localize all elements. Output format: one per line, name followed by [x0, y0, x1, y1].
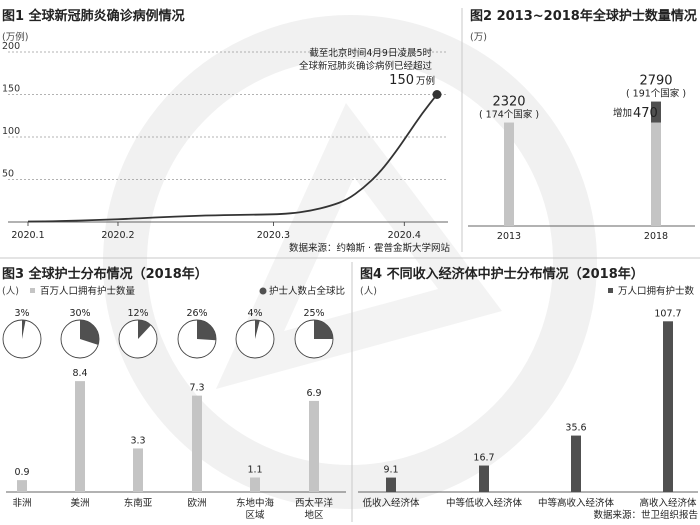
fig3-category-label: 东南亚 — [124, 497, 153, 509]
fig1-title: 图1 全球新冠肺炎确诊病例情况 — [2, 8, 185, 24]
fig1-xtick-label: 2020.4 — [388, 230, 421, 241]
fig4-bar — [571, 435, 581, 492]
fig3-bar-value: 6.9 — [306, 388, 321, 399]
fig3-bar-value: 1.1 — [247, 464, 262, 475]
fig3-category-label: 区域 — [245, 509, 265, 521]
watermark-logo — [103, 15, 597, 509]
fig4-bar-value: 107.7 — [654, 308, 681, 319]
fig3-bar — [309, 400, 319, 492]
fig3-category-label: 非洲 — [12, 497, 31, 509]
fig3-pie-label: 4% — [247, 308, 262, 319]
fig3-pie-label: 25% — [303, 308, 324, 319]
fig4-chart: 图4 不同收入经济体中护士分布情况（2018年） (人) 万人口拥有护士数 9.… — [358, 266, 698, 521]
fig3-pie-slice — [197, 320, 217, 341]
fig2-bar-2018-base — [651, 122, 661, 226]
fig1-endpoint-marker — [432, 90, 442, 99]
fig4-category-label: 低收入经济体 — [362, 497, 420, 509]
fig4-category-label: 中等低收入经济体 — [446, 497, 523, 509]
fig3-pie-label: 12% — [127, 308, 148, 319]
fig4-category-label: 中等高收入经济体 — [538, 497, 615, 509]
fig3-pie-slice — [22, 320, 26, 339]
fig1-annotation-line1: 截至北京时间4月9日凌晨5时 — [309, 47, 432, 59]
fig2-xtick-2013: 2013 — [497, 231, 521, 242]
fig3-legend-bar-label: 百万人口拥有护士数量 — [40, 285, 136, 297]
fig1-annotation-line2: 全球新冠肺炎确诊病例已经超过 — [299, 60, 433, 72]
fig2-value-2013: 2320 — [492, 95, 525, 110]
fig1-ytick-label: 50 — [2, 169, 14, 180]
fig3-bar — [75, 381, 85, 492]
fig3-category-label: 东地中海 — [236, 497, 275, 509]
fig4-bar-value: 9.1 — [383, 465, 398, 476]
fig4-bar-value: 35.6 — [565, 423, 586, 434]
fig1-chart: 图1 全球新冠肺炎确诊病例情况 (万例) 50 100 150 200 2020.1 2… — [2, 8, 450, 254]
fig3-bar — [192, 395, 202, 492]
fig4-bar-value: 16.7 — [473, 453, 494, 464]
fig3-title: 图3 全球护士分布情况（2018年） — [2, 266, 208, 282]
fig1-annotation-unit: 万例 — [416, 75, 435, 87]
fig1-annotation-value: 150 — [389, 73, 414, 88]
fig3-bar — [133, 448, 143, 492]
fig3-legend-bar-swatch — [30, 288, 35, 293]
fig4-source: 数据来源：世卫组织报告 — [593, 509, 698, 521]
fig4-bar — [386, 477, 396, 492]
fig3-legend-pie-label: 护士人数占全球比 — [269, 285, 345, 297]
fig2-note-2018: ( 191个国家 ) — [626, 88, 686, 100]
fig1-xtick-label: 2020.2 — [101, 230, 134, 241]
fig1-ytick-label: 150 — [2, 84, 20, 95]
fig1-ytick-label: 100 — [2, 126, 20, 137]
fig2-chart: 图2 2013~2018年全球护士数量情况 (万) 2320 ( 174个国家 … — [468, 8, 697, 242]
fig4-bar — [479, 465, 489, 492]
fig3-legend-pie-swatch — [259, 287, 267, 295]
fig3-pie-slice — [255, 320, 260, 339]
fig4-unit: (人) — [360, 286, 377, 297]
fig4-title: 图4 不同收入经济体中护士分布情况（2018年） — [360, 266, 644, 282]
fig1-unit: (万例) — [2, 31, 28, 43]
fig4-category-label: 高收入经济体 — [639, 497, 697, 509]
fig3-category-label: 地区 — [304, 509, 324, 521]
fig2-increase-label: 增加 — [613, 107, 632, 119]
fig3-bar-value: 8.4 — [72, 368, 87, 379]
fig2-increase-value: 470 — [633, 106, 658, 121]
fig1-ytick-label: 200 — [2, 41, 20, 52]
fig3-bar — [250, 477, 260, 492]
fig3-bar-value: 0.9 — [14, 467, 29, 478]
fig4-legend-label: 万人口拥有护士数 — [618, 285, 695, 297]
fig1-series-line — [27, 93, 438, 223]
fig3-category-label: 美洲 — [70, 497, 89, 509]
fig1-source: 数据来源：约翰斯 · 霍普金斯大学网站 — [289, 242, 451, 254]
fig3-chart: 图3 全球护士分布情况（2018年） (人) 百万人口拥有护士数量 护士人数占全… — [2, 266, 346, 521]
fig1-xtick-label: 2020.1 — [11, 230, 44, 241]
fig2-value-2018: 2790 — [639, 74, 672, 89]
fig2-bar-2018-increase — [651, 101, 661, 123]
fig3-bar — [17, 480, 27, 492]
fig2-unit: (万) — [470, 32, 487, 43]
fig3-pie-label: 3% — [14, 308, 29, 319]
fig3-pie-label: 30% — [69, 308, 90, 319]
fig2-title: 图2 2013~2018年全球护士数量情况 — [470, 8, 697, 24]
fig3-pie-slice — [138, 320, 152, 339]
fig3-pie-label: 26% — [186, 308, 207, 319]
fig2-bar-2013 — [504, 122, 514, 226]
fig3-unit: (人) — [2, 286, 19, 297]
fig3-category-label: 西太平洋 — [295, 497, 334, 509]
fig2-xtick-2018: 2018 — [644, 231, 668, 242]
fig4-bar — [663, 321, 673, 492]
fig2-note-2013: ( 174个国家 ) — [479, 109, 539, 121]
fig3-bar-value: 7.3 — [189, 383, 204, 394]
fig3-pie-slice — [314, 320, 333, 339]
fig3-category-label: 欧洲 — [187, 497, 206, 509]
fig3-pie-slice — [80, 320, 99, 345]
fig1-xtick-label: 2020.3 — [257, 230, 290, 241]
fig3-bar-value: 3.3 — [130, 435, 145, 446]
fig4-legend-swatch — [608, 288, 613, 293]
